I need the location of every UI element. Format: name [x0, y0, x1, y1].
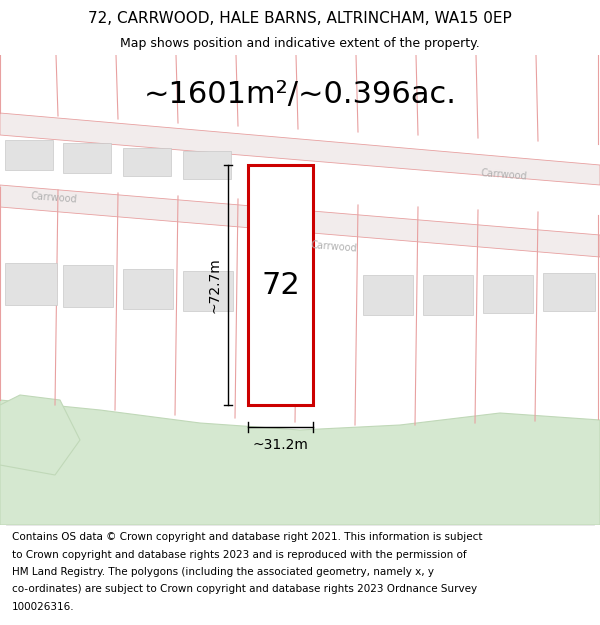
Bar	[248, 165, 313, 405]
Bar	[123, 148, 171, 176]
Bar	[5, 140, 53, 170]
Bar	[183, 151, 231, 179]
Text: co-ordinates) are subject to Crown copyright and database rights 2023 Ordnance S: co-ordinates) are subject to Crown copyr…	[12, 584, 477, 594]
Bar	[483, 275, 533, 313]
Text: ~72.7m: ~72.7m	[207, 257, 221, 313]
Bar	[363, 275, 413, 315]
Text: ~31.2m: ~31.2m	[253, 438, 308, 452]
Text: Carrwood: Carrwood	[480, 168, 527, 182]
Text: to Crown copyright and database rights 2023 and is reproduced with the permissio: to Crown copyright and database rights 2…	[12, 549, 467, 559]
Text: Map shows position and indicative extent of the property.: Map shows position and indicative extent…	[120, 38, 480, 51]
Polygon shape	[0, 400, 600, 525]
Bar	[543, 273, 595, 311]
Polygon shape	[0, 395, 80, 475]
Text: Carrwood: Carrwood	[30, 191, 77, 205]
Bar	[183, 271, 233, 311]
Polygon shape	[0, 113, 600, 185]
Text: 100026316.: 100026316.	[12, 602, 74, 612]
Bar	[63, 143, 111, 173]
Text: Carrwood: Carrwood	[310, 240, 357, 254]
Text: HM Land Registry. The polygons (including the associated geometry, namely x, y: HM Land Registry. The polygons (includin…	[12, 567, 434, 577]
Text: Contains OS data © Crown copyright and database right 2021. This information is : Contains OS data © Crown copyright and d…	[12, 532, 482, 542]
Bar	[5, 263, 57, 305]
Text: 72, CARRWOOD, HALE BARNS, ALTRINCHAM, WA15 0EP: 72, CARRWOOD, HALE BARNS, ALTRINCHAM, WA…	[88, 11, 512, 26]
Polygon shape	[0, 185, 600, 257]
Bar	[63, 265, 113, 307]
Bar	[423, 275, 473, 315]
Text: ~1601m²/~0.396ac.: ~1601m²/~0.396ac.	[143, 81, 457, 109]
Text: 72: 72	[261, 271, 300, 299]
Bar	[123, 269, 173, 309]
